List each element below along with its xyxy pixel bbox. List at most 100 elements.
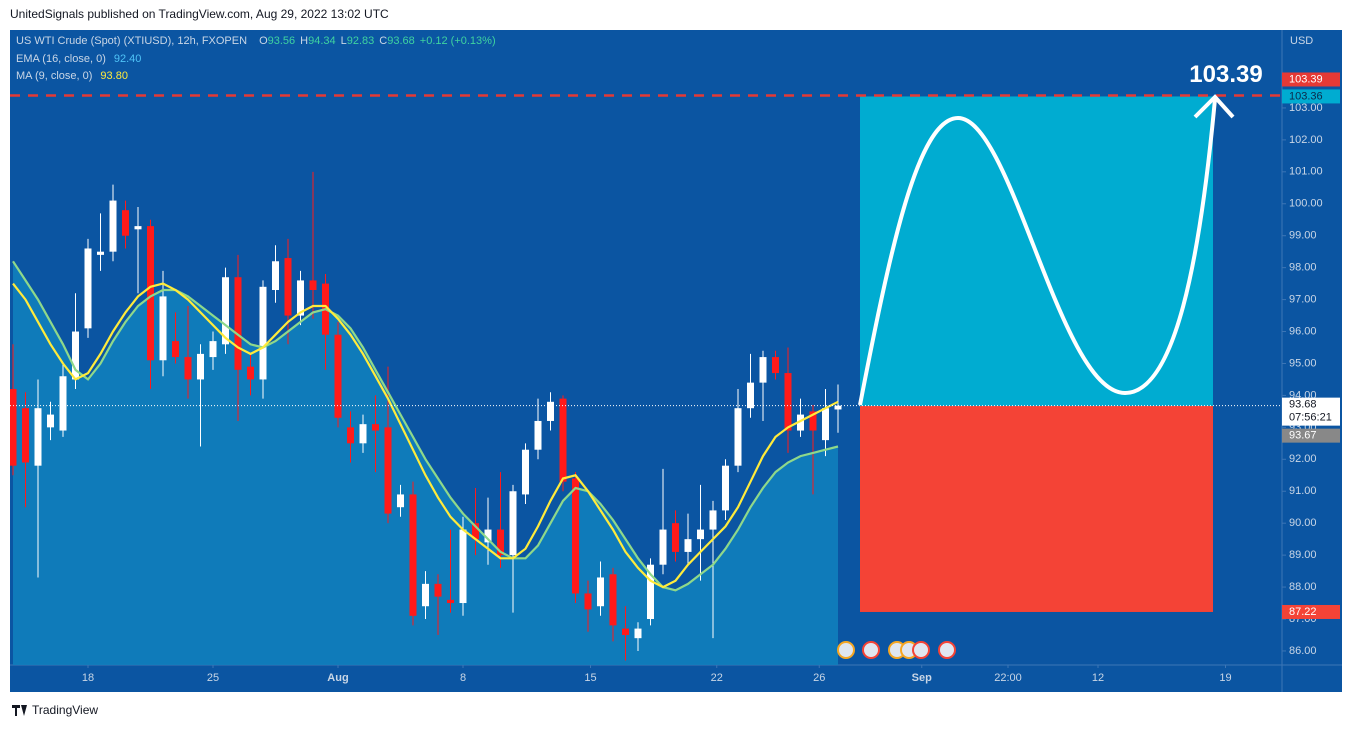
candle-body <box>684 539 692 552</box>
pane <box>10 171 842 665</box>
candle-body <box>609 574 617 626</box>
legend-name: EMA (16, close, 0) <box>16 53 106 65</box>
candle-body <box>134 226 142 230</box>
last-price: 93.68 <box>1289 399 1317 411</box>
candle-body <box>284 258 292 316</box>
legend-row: MA (9, close, 0) 93.80 <box>16 70 128 82</box>
y-tick-label: 95.00 <box>1289 357 1317 369</box>
x-tick-label: Sep <box>912 672 932 684</box>
stop-badge: 87.22 <box>1289 606 1317 618</box>
target-badge-bg <box>1282 72 1340 87</box>
stop-badge-bg <box>1282 604 1340 619</box>
legend-ohlc-key: H <box>300 35 308 47</box>
candle-body <box>259 286 267 380</box>
candle-body <box>547 401 554 421</box>
logo <box>12 705 27 716</box>
candle-body <box>634 628 642 639</box>
y-tick-label: 91.00 <box>1289 485 1317 497</box>
legend-name: MA (9, close, 0) <box>16 70 92 82</box>
event-flag[interactable] <box>837 641 855 659</box>
projection-curve <box>858 98 1217 406</box>
entry-badge: 93.67 <box>1289 430 1317 442</box>
countdown: 07:56:21 <box>1289 412 1332 424</box>
legend-row: EMA (16, close, 0) 92.40 <box>16 53 141 65</box>
legend-row: US WTI Crude (Spot) (XTIUSD), 12h, FXOPE… <box>16 35 496 47</box>
event-flag[interactable] <box>938 641 956 659</box>
candle-body <box>347 427 354 444</box>
x-tick-label: 12 <box>1092 672 1104 684</box>
x-tick-label: 22:00 <box>994 672 1022 684</box>
candle-body <box>772 357 779 374</box>
candle-body <box>722 465 729 511</box>
x-tick-label: 8 <box>460 672 466 684</box>
candle-body <box>622 628 629 635</box>
x-tick-label: 26 <box>813 672 825 684</box>
y-tick-label: 100.00 <box>1289 198 1323 210</box>
candle-body <box>409 494 417 616</box>
x-tick-label: 22 <box>711 672 723 684</box>
y-tick-label: 103.00 <box>1289 102 1323 114</box>
candle-body <box>447 599 454 604</box>
candle-body <box>372 424 379 431</box>
currency: USD <box>1290 35 1313 47</box>
candle-body <box>272 261 279 291</box>
candle-body <box>672 523 679 552</box>
candle-body <box>534 420 542 450</box>
candle-body <box>597 577 604 607</box>
candle-body <box>397 494 404 508</box>
entry-badge-bg <box>1282 428 1340 443</box>
y-tick-label: 96.00 <box>1289 325 1317 337</box>
y-tick-label: 90.00 <box>1289 517 1317 529</box>
candle-body <box>759 357 767 383</box>
candle-body <box>659 529 667 565</box>
candle-body <box>47 414 54 428</box>
arrow-head <box>1193 94 1235 119</box>
event-flag[interactable] <box>912 641 930 659</box>
target-price-badge-bg <box>1282 89 1340 104</box>
x-tick-label: 15 <box>584 672 596 684</box>
annotation: 103.39 <box>1189 61 1262 88</box>
legend-ohlc-value: 92.83 <box>347 35 375 47</box>
candle-body <box>484 529 492 543</box>
candle-body <box>384 427 392 514</box>
publish-line: UnitedSignals published on TradingView.c… <box>10 7 389 21</box>
candle-body <box>247 366 254 380</box>
candle-body <box>59 376 67 431</box>
legend-ohlc-key: C <box>379 35 387 47</box>
event-flag[interactable] <box>862 641 880 659</box>
candle-body <box>72 331 79 380</box>
ema-area <box>13 261 838 665</box>
y-tick-label: 101.00 <box>1289 166 1323 178</box>
y-tick-label: 92.00 <box>1289 453 1317 465</box>
candle-body <box>797 414 804 431</box>
candle-body <box>434 583 442 597</box>
target-badge: 103.39 <box>1289 73 1323 85</box>
y-tick-label: 86.00 <box>1289 645 1317 657</box>
candle-body <box>472 523 479 540</box>
legend-ohlc-value: 93.56 <box>268 35 296 47</box>
candle-body <box>809 411 817 431</box>
candle-body <box>209 341 217 358</box>
candle-body <box>359 424 367 444</box>
candle-body <box>784 373 792 431</box>
legend-ohlc-key: L <box>341 35 347 47</box>
candle-body <box>172 341 179 358</box>
legend-change: +0.12 (+0.13%) <box>420 35 496 47</box>
candle-body <box>84 248 92 329</box>
y-tick-label: 89.00 <box>1289 549 1317 561</box>
candle-body <box>147 226 154 361</box>
candle-body <box>234 277 242 370</box>
candle-body <box>559 398 567 482</box>
last-price-bg <box>1282 397 1340 426</box>
x-tick-label: 19 <box>1219 672 1231 684</box>
candle-body <box>34 408 42 466</box>
y-tick-label: 97.00 <box>1289 293 1317 305</box>
x-tick-label: 18 <box>82 672 94 684</box>
candle-body <box>222 277 229 345</box>
legend-value: 92.40 <box>114 53 142 65</box>
candle-body <box>459 529 467 604</box>
legend-value: 93.80 <box>100 70 128 82</box>
candle-body <box>97 251 104 255</box>
